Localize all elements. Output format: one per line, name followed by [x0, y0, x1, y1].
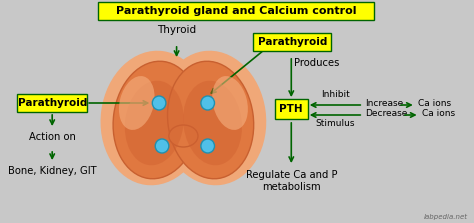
Text: Decrease: Decrease — [365, 109, 408, 118]
FancyBboxPatch shape — [275, 99, 308, 119]
Ellipse shape — [212, 76, 248, 130]
Text: Bone, Kidney, GIT: Bone, Kidney, GIT — [8, 166, 97, 176]
Ellipse shape — [159, 51, 266, 185]
Ellipse shape — [100, 51, 208, 185]
Text: Increase: Increase — [365, 99, 403, 109]
Ellipse shape — [119, 76, 155, 130]
Text: Parathyroid: Parathyroid — [257, 37, 327, 47]
Text: labpedia.net: labpedia.net — [424, 214, 468, 220]
Text: Inhibit: Inhibit — [320, 90, 349, 99]
Text: Produces: Produces — [294, 58, 339, 68]
Text: Ca ions: Ca ions — [421, 109, 455, 118]
Text: Parathyroid gland and Calcium control: Parathyroid gland and Calcium control — [116, 6, 356, 16]
Circle shape — [201, 96, 215, 110]
Circle shape — [201, 139, 215, 153]
Text: Action on: Action on — [29, 132, 76, 142]
Circle shape — [152, 96, 166, 110]
Text: Parathyroid: Parathyroid — [18, 98, 87, 108]
Ellipse shape — [113, 61, 199, 179]
FancyBboxPatch shape — [17, 94, 87, 112]
Ellipse shape — [167, 61, 254, 179]
Text: Ca ions: Ca ions — [418, 99, 451, 109]
FancyBboxPatch shape — [254, 33, 331, 51]
Text: PTH: PTH — [280, 104, 303, 114]
Text: Stimulus: Stimulus — [315, 119, 355, 128]
Ellipse shape — [169, 125, 198, 147]
Circle shape — [155, 139, 169, 153]
FancyBboxPatch shape — [98, 2, 374, 20]
Ellipse shape — [125, 81, 184, 165]
Ellipse shape — [183, 81, 242, 165]
Text: Thyroid: Thyroid — [157, 25, 196, 35]
Text: Regulate Ca and P
metabolism: Regulate Ca and P metabolism — [246, 170, 337, 192]
